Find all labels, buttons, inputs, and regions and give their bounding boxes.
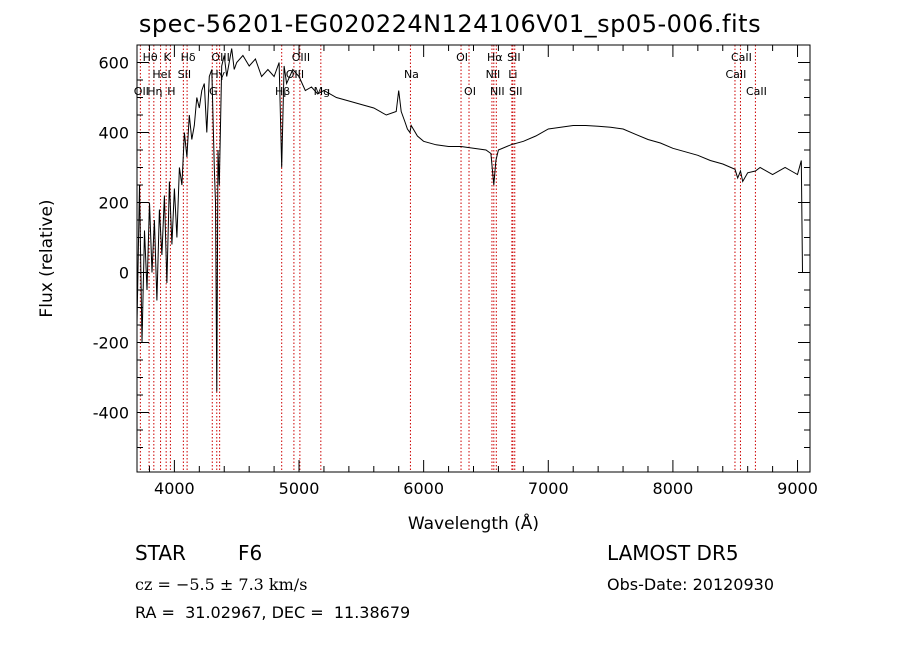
spectral-line-label: Hη xyxy=(147,85,162,98)
coordinates: RA = 31.02967, DEC = 11.38679 xyxy=(135,603,411,622)
y-tick-label: 400 xyxy=(98,124,129,143)
spectral-line-label: NII xyxy=(486,68,501,81)
spectral-line-label: NII xyxy=(490,85,505,98)
spectral-line-label: OI xyxy=(456,51,468,64)
y-tick-label: 600 xyxy=(98,54,129,73)
spectral-line-label: Hθ xyxy=(143,51,158,64)
spectral-line-label: Hα xyxy=(487,51,503,64)
spectral-line-label: HeI xyxy=(152,68,170,81)
spectral-line-label: Mg xyxy=(314,85,330,98)
spectral-line-label: OIII xyxy=(286,68,304,81)
x-tick-label: 4000 xyxy=(154,479,195,498)
spectral-line-label: CaII xyxy=(746,85,767,98)
spectral-line-label: Na xyxy=(404,68,419,81)
y-tick-label: -200 xyxy=(93,334,129,353)
spectral-line-label: Hβ xyxy=(275,85,290,98)
spectral-line-label: K xyxy=(164,51,172,64)
spectrum-line xyxy=(137,48,803,392)
chart-title: spec-56201-EG020224N124106V01_sp05-006.f… xyxy=(138,10,762,38)
spectral-line-label: H xyxy=(167,85,175,98)
spectral-subclass: F6 xyxy=(238,541,263,565)
y-tick-label: 200 xyxy=(98,194,129,213)
x-tick-label: 5000 xyxy=(279,479,320,498)
spectral-line-label: Li xyxy=(508,68,517,81)
x-axis-label: Wavelength (Å) xyxy=(408,512,539,534)
spectral-line-label: SII xyxy=(509,85,522,98)
spectral-line-label: OIII xyxy=(292,51,310,64)
x-tick-label: 9000 xyxy=(777,479,818,498)
spectral-line-label: OIII xyxy=(211,51,229,64)
spectral-line-label: G xyxy=(209,85,218,98)
x-tick-label: 8000 xyxy=(653,479,694,498)
spectral-line-label: SII xyxy=(178,68,191,81)
spectral-line-label: OII xyxy=(134,85,149,98)
observation-date: Obs-Date: 20120930 xyxy=(607,575,775,594)
spectral-line-label: CaII xyxy=(726,68,747,81)
survey-label: LAMOST DR5 xyxy=(607,541,739,565)
y-tick-label: 0 xyxy=(119,264,129,283)
spectral-line-label: CaII xyxy=(731,51,752,64)
redshift-velocity: cz = −5.5 ± 7.3 km/s xyxy=(135,575,308,594)
x-tick-label: 6000 xyxy=(403,479,444,498)
spectral-line-label: Hγ xyxy=(210,68,225,81)
x-tick-label: 7000 xyxy=(528,479,569,498)
plot-frame xyxy=(136,44,811,473)
spectral-line-label: OI xyxy=(464,85,476,98)
object-type: STAR xyxy=(135,541,186,565)
spectral-line-label: SII xyxy=(507,51,520,64)
spectral-line-label: Hδ xyxy=(181,51,196,64)
y-tick-label: -400 xyxy=(93,404,129,423)
y-axis-label: Flux (relative) xyxy=(37,199,57,317)
